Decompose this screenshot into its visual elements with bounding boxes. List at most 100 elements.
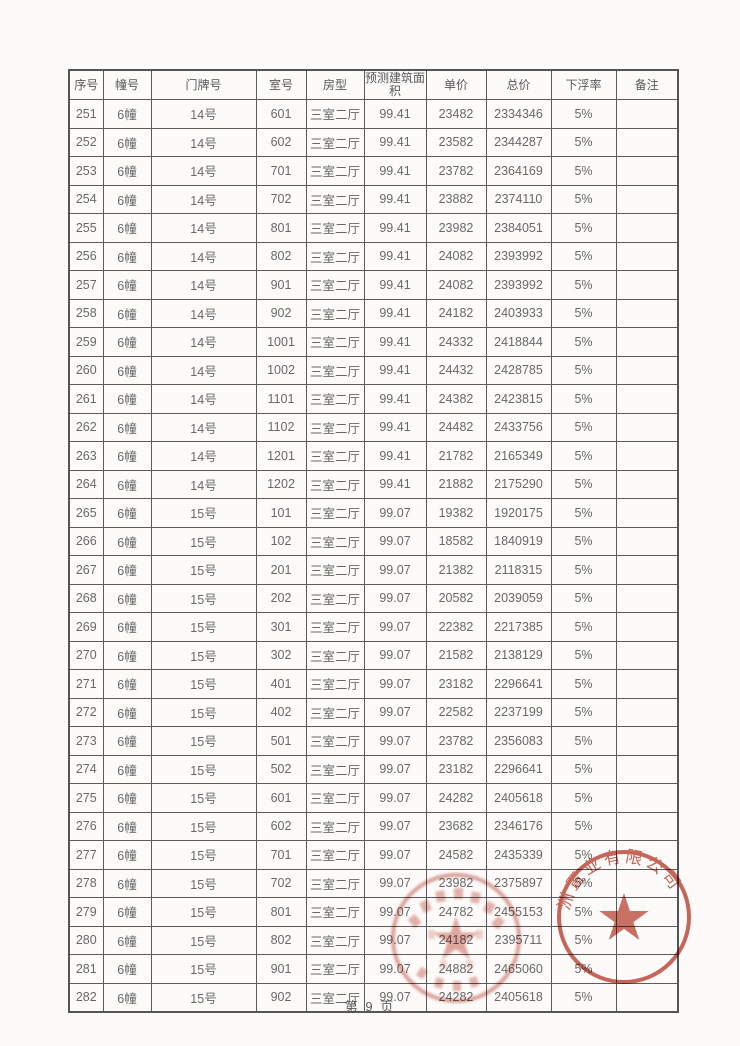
cell-type: 三室二厅 [305, 298, 365, 328]
cell-remark [615, 840, 679, 870]
cell-door: 15号 [150, 811, 257, 841]
cell-remark [615, 555, 679, 585]
cell-discount: 5% [550, 897, 617, 927]
cell-remark [615, 99, 679, 129]
cell-type: 三室二厅 [305, 868, 365, 898]
cell-door: 14号 [150, 298, 257, 328]
cell-remark [615, 384, 679, 414]
cell-unit_price: 24432 [425, 355, 487, 385]
cell-room: 1201 [255, 441, 307, 471]
header-row: 序号 幢号 门牌号 室号 房型 预测建筑面积 单价 总价 下浮率 备注 [68, 69, 679, 100]
cell-area: 99.07 [363, 555, 427, 585]
cell-total_price: 2403933 [485, 298, 552, 328]
table-row: 259 6幢 14号 1001 三室二厅 99.41 24332 2418844 5% [68, 327, 679, 357]
cell-building: 6幢 [102, 127, 152, 157]
cell-door: 15号 [150, 868, 257, 898]
table-row: 263 6幢 14号 1201 三室二厅 99.41 21782 2165349 5% [68, 441, 679, 471]
cell-total_price: 2334346 [485, 99, 552, 129]
cell-no: 252 [68, 127, 104, 157]
cell-room: 1101 [255, 384, 307, 414]
table-row: 265 6幢 15号 101 三室二厅 99.07 19382 1920175 5% [68, 498, 679, 528]
cell-room: 801 [255, 213, 307, 243]
cell-room: 301 [255, 612, 307, 642]
cell-area: 99.07 [363, 583, 427, 613]
cell-no: 263 [68, 441, 104, 471]
cell-unit_price: 23982 [425, 213, 487, 243]
cell-no: 261 [68, 384, 104, 414]
cell-discount: 5% [550, 697, 617, 727]
cell-area: 99.41 [363, 355, 427, 385]
cell-discount: 5% [550, 127, 617, 157]
cell-total_price: 2405618 [485, 783, 552, 813]
cell-unit_price: 21382 [425, 555, 487, 585]
cell-area: 99.07 [363, 669, 427, 699]
cell-total_price: 1920175 [485, 498, 552, 528]
cell-total_price: 2237199 [485, 697, 552, 727]
table-row: 268 6幢 15号 202 三室二厅 99.07 20582 2039059 5% [68, 583, 679, 613]
cell-remark [615, 127, 679, 157]
cell-discount: 5% [550, 355, 617, 385]
cell-no: 265 [68, 498, 104, 528]
table-row: 272 6幢 15号 402 三室二厅 99.07 22582 2237199 5% [68, 697, 679, 727]
cell-area: 99.41 [363, 441, 427, 471]
table-body: 251 6幢 14号 601 三室二厅 99.41 23482 2334346 5% 252 6幢 1… [68, 99, 679, 1013]
table-row: 280 6幢 15号 802 三室二厅 99.07 24182 2395711 5% [68, 925, 679, 955]
cell-area: 99.41 [363, 384, 427, 414]
cell-discount: 5% [550, 726, 617, 756]
cell-room: 602 [255, 811, 307, 841]
cell-building: 6幢 [102, 954, 152, 984]
cell-door: 14号 [150, 355, 257, 385]
cell-remark [615, 697, 679, 727]
cell-building: 6幢 [102, 555, 152, 585]
cell-building: 6幢 [102, 412, 152, 442]
cell-building: 6幢 [102, 241, 152, 271]
cell-type: 三室二厅 [305, 811, 365, 841]
cell-discount: 5% [550, 555, 617, 585]
cell-discount: 5% [550, 327, 617, 357]
cell-type: 三室二厅 [305, 697, 365, 727]
cell-unit_price: 23182 [425, 754, 487, 784]
cell-type: 三室二厅 [305, 925, 365, 955]
cell-no: 281 [68, 954, 104, 984]
cell-area: 99.41 [363, 213, 427, 243]
cell-room: 202 [255, 583, 307, 613]
cell-room: 502 [255, 754, 307, 784]
cell-discount: 5% [550, 156, 617, 186]
cell-door: 14号 [150, 441, 257, 471]
cell-remark [615, 868, 679, 898]
cell-type: 三室二厅 [305, 498, 365, 528]
cell-total_price: 2296641 [485, 669, 552, 699]
cell-unit_price: 21782 [425, 441, 487, 471]
cell-discount: 5% [550, 640, 617, 670]
cell-building: 6幢 [102, 612, 152, 642]
header-door: 门牌号 [150, 69, 257, 100]
cell-area: 99.07 [363, 498, 427, 528]
cell-area: 99.07 [363, 840, 427, 870]
cell-unit_price: 24182 [425, 925, 487, 955]
cell-no: 278 [68, 868, 104, 898]
cell-unit_price: 24782 [425, 897, 487, 927]
cell-area: 99.07 [363, 811, 427, 841]
header-room: 室号 [255, 69, 307, 100]
cell-total_price: 2165349 [485, 441, 552, 471]
table-row: 270 6幢 15号 302 三室二厅 99.07 21582 2138129 5% [68, 640, 679, 670]
cell-remark [615, 156, 679, 186]
cell-door: 15号 [150, 583, 257, 613]
cell-building: 6幢 [102, 726, 152, 756]
header-area: 预测建筑面积 [363, 69, 427, 100]
cell-building: 6幢 [102, 583, 152, 613]
cell-unit_price: 23982 [425, 868, 487, 898]
cell-no: 266 [68, 526, 104, 556]
cell-door: 14号 [150, 213, 257, 243]
cell-remark [615, 270, 679, 300]
cell-door: 15号 [150, 640, 257, 670]
cell-room: 302 [255, 640, 307, 670]
cell-area: 99.41 [363, 469, 427, 499]
cell-room: 801 [255, 897, 307, 927]
cell-unit_price: 20582 [425, 583, 487, 613]
cell-unit_price: 24282 [425, 783, 487, 813]
cell-total_price: 2375897 [485, 868, 552, 898]
cell-building: 6幢 [102, 270, 152, 300]
table-row: 274 6幢 15号 502 三室二厅 99.07 23182 2296641 5% [68, 754, 679, 784]
cell-remark [615, 526, 679, 556]
